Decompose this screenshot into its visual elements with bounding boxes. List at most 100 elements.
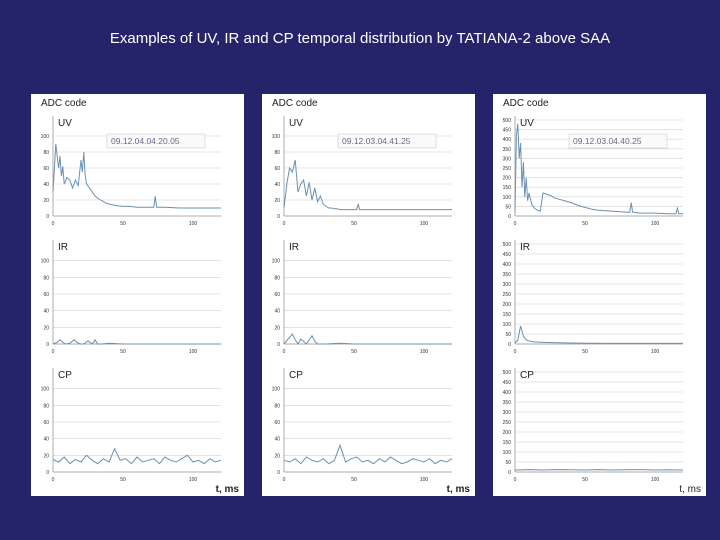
- y-tick-label: 150: [503, 185, 512, 191]
- y-tick-label: 20: [274, 198, 280, 204]
- y-axis-label: ADC code: [503, 98, 549, 109]
- y-tick-label: 0: [508, 214, 511, 220]
- x-tick-label: 0: [514, 349, 517, 355]
- y-tick-label: 150: [503, 440, 512, 446]
- x-tick-label: 50: [120, 221, 126, 227]
- y-tick-label: 0: [277, 470, 280, 476]
- y-tick-label: 80: [274, 403, 280, 409]
- x-tick-label: 100: [651, 349, 660, 355]
- y-tick-label: 100: [503, 322, 512, 328]
- y-tick-label: 60: [274, 166, 280, 172]
- y-tick-label: 400: [503, 262, 512, 268]
- x-tick-label: 0: [52, 477, 55, 483]
- x-tick-label: 100: [189, 221, 198, 227]
- y-tick-label: 500: [503, 242, 512, 248]
- x-tick-label: 50: [582, 477, 588, 483]
- y-tick-label: 60: [274, 420, 280, 426]
- y-tick-label: 80: [274, 150, 280, 156]
- series-line-uv: [52, 143, 221, 209]
- x-tick-label: 0: [283, 477, 286, 483]
- y-tick-label: 350: [503, 272, 512, 278]
- x-tick-label: 100: [651, 477, 660, 483]
- x-tick-label: 0: [52, 221, 55, 227]
- y-tick-label: 0: [46, 470, 49, 476]
- x-tick-label: 50: [351, 477, 357, 483]
- timestamp-box: [106, 133, 206, 149]
- y-tick-label: 40: [43, 309, 49, 315]
- subplot-label-uv: UV: [58, 118, 72, 129]
- chart-svg-1: ADC code 0 20 40 60 80 100 0 50 100 UV 09.12.04.04.…: [41, 98, 240, 495]
- y-tick-label: 500: [503, 118, 512, 124]
- x-tick-label: 100: [420, 349, 429, 355]
- subplot-label-cp: CP: [58, 370, 72, 381]
- y-tick-label: 0: [277, 214, 280, 220]
- subplot-label-cp: CP: [520, 370, 534, 381]
- x-tick-label: 100: [189, 349, 198, 355]
- y-tick-label: 50: [505, 460, 511, 466]
- subplot-label-uv: UV: [289, 118, 303, 129]
- subplot-label-uv: UV: [520, 118, 534, 129]
- subplot-label-ir: IR: [58, 242, 68, 253]
- x-tick-label: 0: [514, 221, 517, 227]
- y-tick-label: 20: [43, 325, 49, 331]
- x-tick-label: 100: [420, 477, 429, 483]
- y-tick-label: 100: [503, 195, 512, 201]
- y-tick-label: 200: [503, 176, 512, 182]
- y-tick-label: 100: [272, 134, 281, 140]
- y-tick-label: 100: [41, 387, 50, 393]
- y-tick-label: 200: [503, 302, 512, 308]
- subplot-label-cp: CP: [289, 370, 303, 381]
- y-tick-label: 350: [503, 147, 512, 153]
- x-tick-label: 100: [420, 221, 429, 227]
- x-tick-label: 50: [351, 349, 357, 355]
- y-tick-label: 20: [43, 453, 49, 459]
- y-tick-label: 250: [503, 166, 512, 172]
- y-tick-label: 0: [46, 214, 49, 220]
- chart-panel-2: ADC code 0 20 40 60 80 100 0 50 100 UV 09.12.03.04.…: [262, 94, 475, 496]
- series-line-cp: [283, 443, 453, 465]
- x-tick-label: 0: [52, 349, 55, 355]
- y-tick-label: 0: [508, 470, 511, 476]
- y-tick-label: 20: [43, 198, 49, 204]
- timestamp-label: 09.12.04.04.20.05: [111, 136, 180, 146]
- x-tick-label: 50: [582, 221, 588, 227]
- y-tick-label: 100: [41, 134, 50, 140]
- y-tick-label: 20: [274, 453, 280, 459]
- y-tick-label: 40: [274, 182, 280, 188]
- x-tick-label: 50: [120, 477, 126, 483]
- x-tick-label: 0: [514, 477, 517, 483]
- series-line-uv: [514, 123, 683, 215]
- y-tick-label: 80: [43, 403, 49, 409]
- y-tick-label: 300: [503, 156, 512, 162]
- series-line-ir: [52, 338, 221, 345]
- x-tick-label: 50: [582, 349, 588, 355]
- subplot-label-ir: IR: [520, 242, 530, 253]
- y-tick-label: 40: [43, 437, 49, 443]
- y-tick-label: 80: [274, 275, 280, 281]
- series-line-ir: [514, 325, 683, 344]
- chart-panel-1: ADC code 0 20 40 60 80 100 0 50 100 UV 09.12.04.04.…: [31, 94, 244, 496]
- y-tick-label: 50: [505, 204, 511, 210]
- y-tick-label: 300: [503, 410, 512, 416]
- timestamp-label: 09.12.03.04.41.25: [342, 136, 411, 146]
- y-tick-label: 40: [274, 437, 280, 443]
- y-tick-label: 60: [43, 292, 49, 298]
- y-tick-label: 450: [503, 252, 512, 258]
- y-tick-label: 50: [505, 332, 511, 338]
- y-axis-label: ADC code: [41, 98, 87, 109]
- series-line-cp: [52, 447, 222, 465]
- y-tick-label: 80: [43, 150, 49, 156]
- y-tick-label: 250: [503, 292, 512, 298]
- y-tick-label: 60: [274, 292, 280, 298]
- y-tick-label: 500: [503, 370, 512, 376]
- y-tick-label: 350: [503, 400, 512, 406]
- y-tick-label: 150: [503, 312, 512, 318]
- timestamp-box: [568, 133, 668, 149]
- x-axis-label: t, ms: [679, 484, 701, 495]
- chart-panel-3: ADC code 0 50 100 150 200 250 300 350 400 450 500 0 5…: [493, 94, 706, 496]
- y-tick-label: 0: [277, 342, 280, 348]
- y-tick-label: 40: [43, 182, 49, 188]
- chart-svg-2: ADC code 0 20 40 60 80 100 0 50 100 UV 09.12.03.04.…: [272, 98, 471, 495]
- y-tick-label: 100: [41, 259, 50, 265]
- series-line-ir: [283, 333, 452, 345]
